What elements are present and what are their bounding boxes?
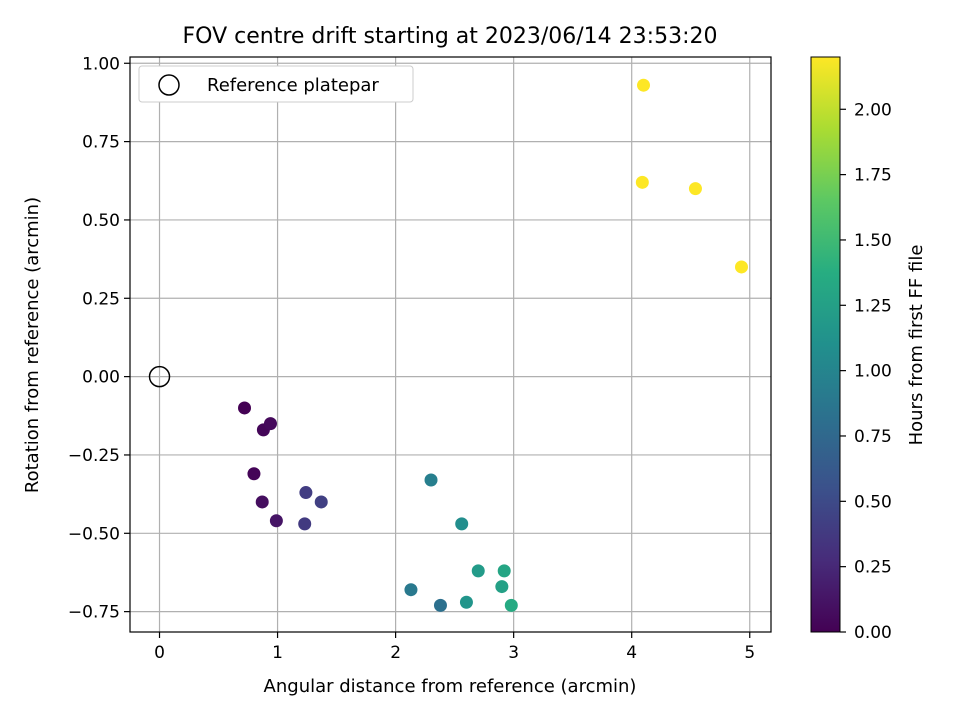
x-axis: 0 1 2 3 4 5 bbox=[154, 632, 755, 663]
colorbar-label: Hours from first FF file bbox=[906, 245, 927, 446]
data-point bbox=[637, 78, 651, 92]
data-point bbox=[238, 401, 252, 415]
y-axis-label: Rotation from reference (arcmin) bbox=[22, 197, 43, 493]
colorbar: 0.00 0.25 0.50 0.75 1.00 1.25 1.50 1.75 2.00 Hou… bbox=[810, 56, 927, 643]
data-point bbox=[635, 175, 649, 189]
data-point bbox=[298, 517, 312, 531]
data-point bbox=[459, 595, 473, 609]
data-point bbox=[455, 517, 469, 531]
colorbar-gradient bbox=[810, 56, 841, 633]
data-point bbox=[504, 598, 518, 612]
data-point bbox=[497, 564, 511, 578]
y-tick-label: 0.75 bbox=[82, 133, 120, 153]
y-tick-label: −0.75 bbox=[68, 603, 120, 623]
x-tick-label: 5 bbox=[744, 643, 755, 663]
data-point bbox=[734, 260, 748, 274]
x-tick-label: 0 bbox=[154, 643, 165, 663]
y-tick-label: −0.50 bbox=[68, 524, 120, 544]
data-point bbox=[314, 495, 328, 509]
data-point bbox=[471, 564, 485, 578]
plot-frame bbox=[129, 56, 772, 633]
legend-marker bbox=[158, 74, 180, 96]
x-tick-label: 4 bbox=[626, 643, 637, 663]
colorbar-tick-label: 2.00 bbox=[854, 100, 892, 120]
colorbar-ticks: 0.00 0.25 0.50 0.75 1.00 1.25 1.50 1.75 2.00 bbox=[840, 100, 892, 643]
data-point bbox=[299, 486, 313, 500]
y-tick-label: 0.50 bbox=[82, 211, 120, 231]
colorbar-tick-label: 1.75 bbox=[854, 166, 892, 186]
data-point bbox=[255, 495, 269, 509]
y-tick-label: −0.25 bbox=[68, 446, 120, 466]
x-tick-label: 2 bbox=[390, 643, 401, 663]
x-axis-label: Angular distance from reference (arcmin) bbox=[264, 676, 637, 697]
data-point bbox=[247, 467, 261, 481]
data-point bbox=[404, 583, 418, 597]
y-tick-label: 0.25 bbox=[82, 289, 120, 309]
colorbar-tick-label: 0.75 bbox=[854, 427, 892, 447]
colorbar-tick-label: 1.00 bbox=[854, 362, 892, 382]
colorbar-tick-label: 0.50 bbox=[854, 492, 892, 512]
legend-box bbox=[138, 65, 414, 103]
data-point bbox=[688, 182, 702, 196]
x-tick-label: 1 bbox=[272, 643, 283, 663]
reference-point bbox=[148, 365, 171, 388]
legend-entry: Reference platepar bbox=[207, 75, 379, 96]
colorbar-tick-label: 0.25 bbox=[854, 558, 892, 578]
y-tick-label: 1.00 bbox=[82, 54, 120, 74]
data-point bbox=[433, 598, 447, 612]
data-point bbox=[495, 580, 509, 594]
data-point bbox=[263, 417, 277, 431]
colorbar-tick-label: 0.00 bbox=[854, 623, 892, 643]
data-point bbox=[424, 473, 438, 487]
legend: Reference platepar bbox=[138, 65, 414, 103]
data-points bbox=[238, 78, 748, 612]
y-axis: 1.00 0.75 0.50 0.25 0.00 −0.25 −0.50 −0.75 bbox=[68, 54, 130, 623]
colorbar-tick-label: 1.25 bbox=[854, 296, 892, 316]
x-tick-label: 3 bbox=[508, 643, 519, 663]
reference-marker bbox=[148, 365, 171, 388]
colorbar-tick-label: 1.50 bbox=[854, 231, 892, 251]
y-tick-label: 0.00 bbox=[82, 368, 120, 388]
data-point bbox=[269, 514, 283, 528]
chart-title: FOV centre drift starting at 2023/06/14 … bbox=[183, 24, 718, 49]
grid-lines bbox=[130, 57, 771, 632]
